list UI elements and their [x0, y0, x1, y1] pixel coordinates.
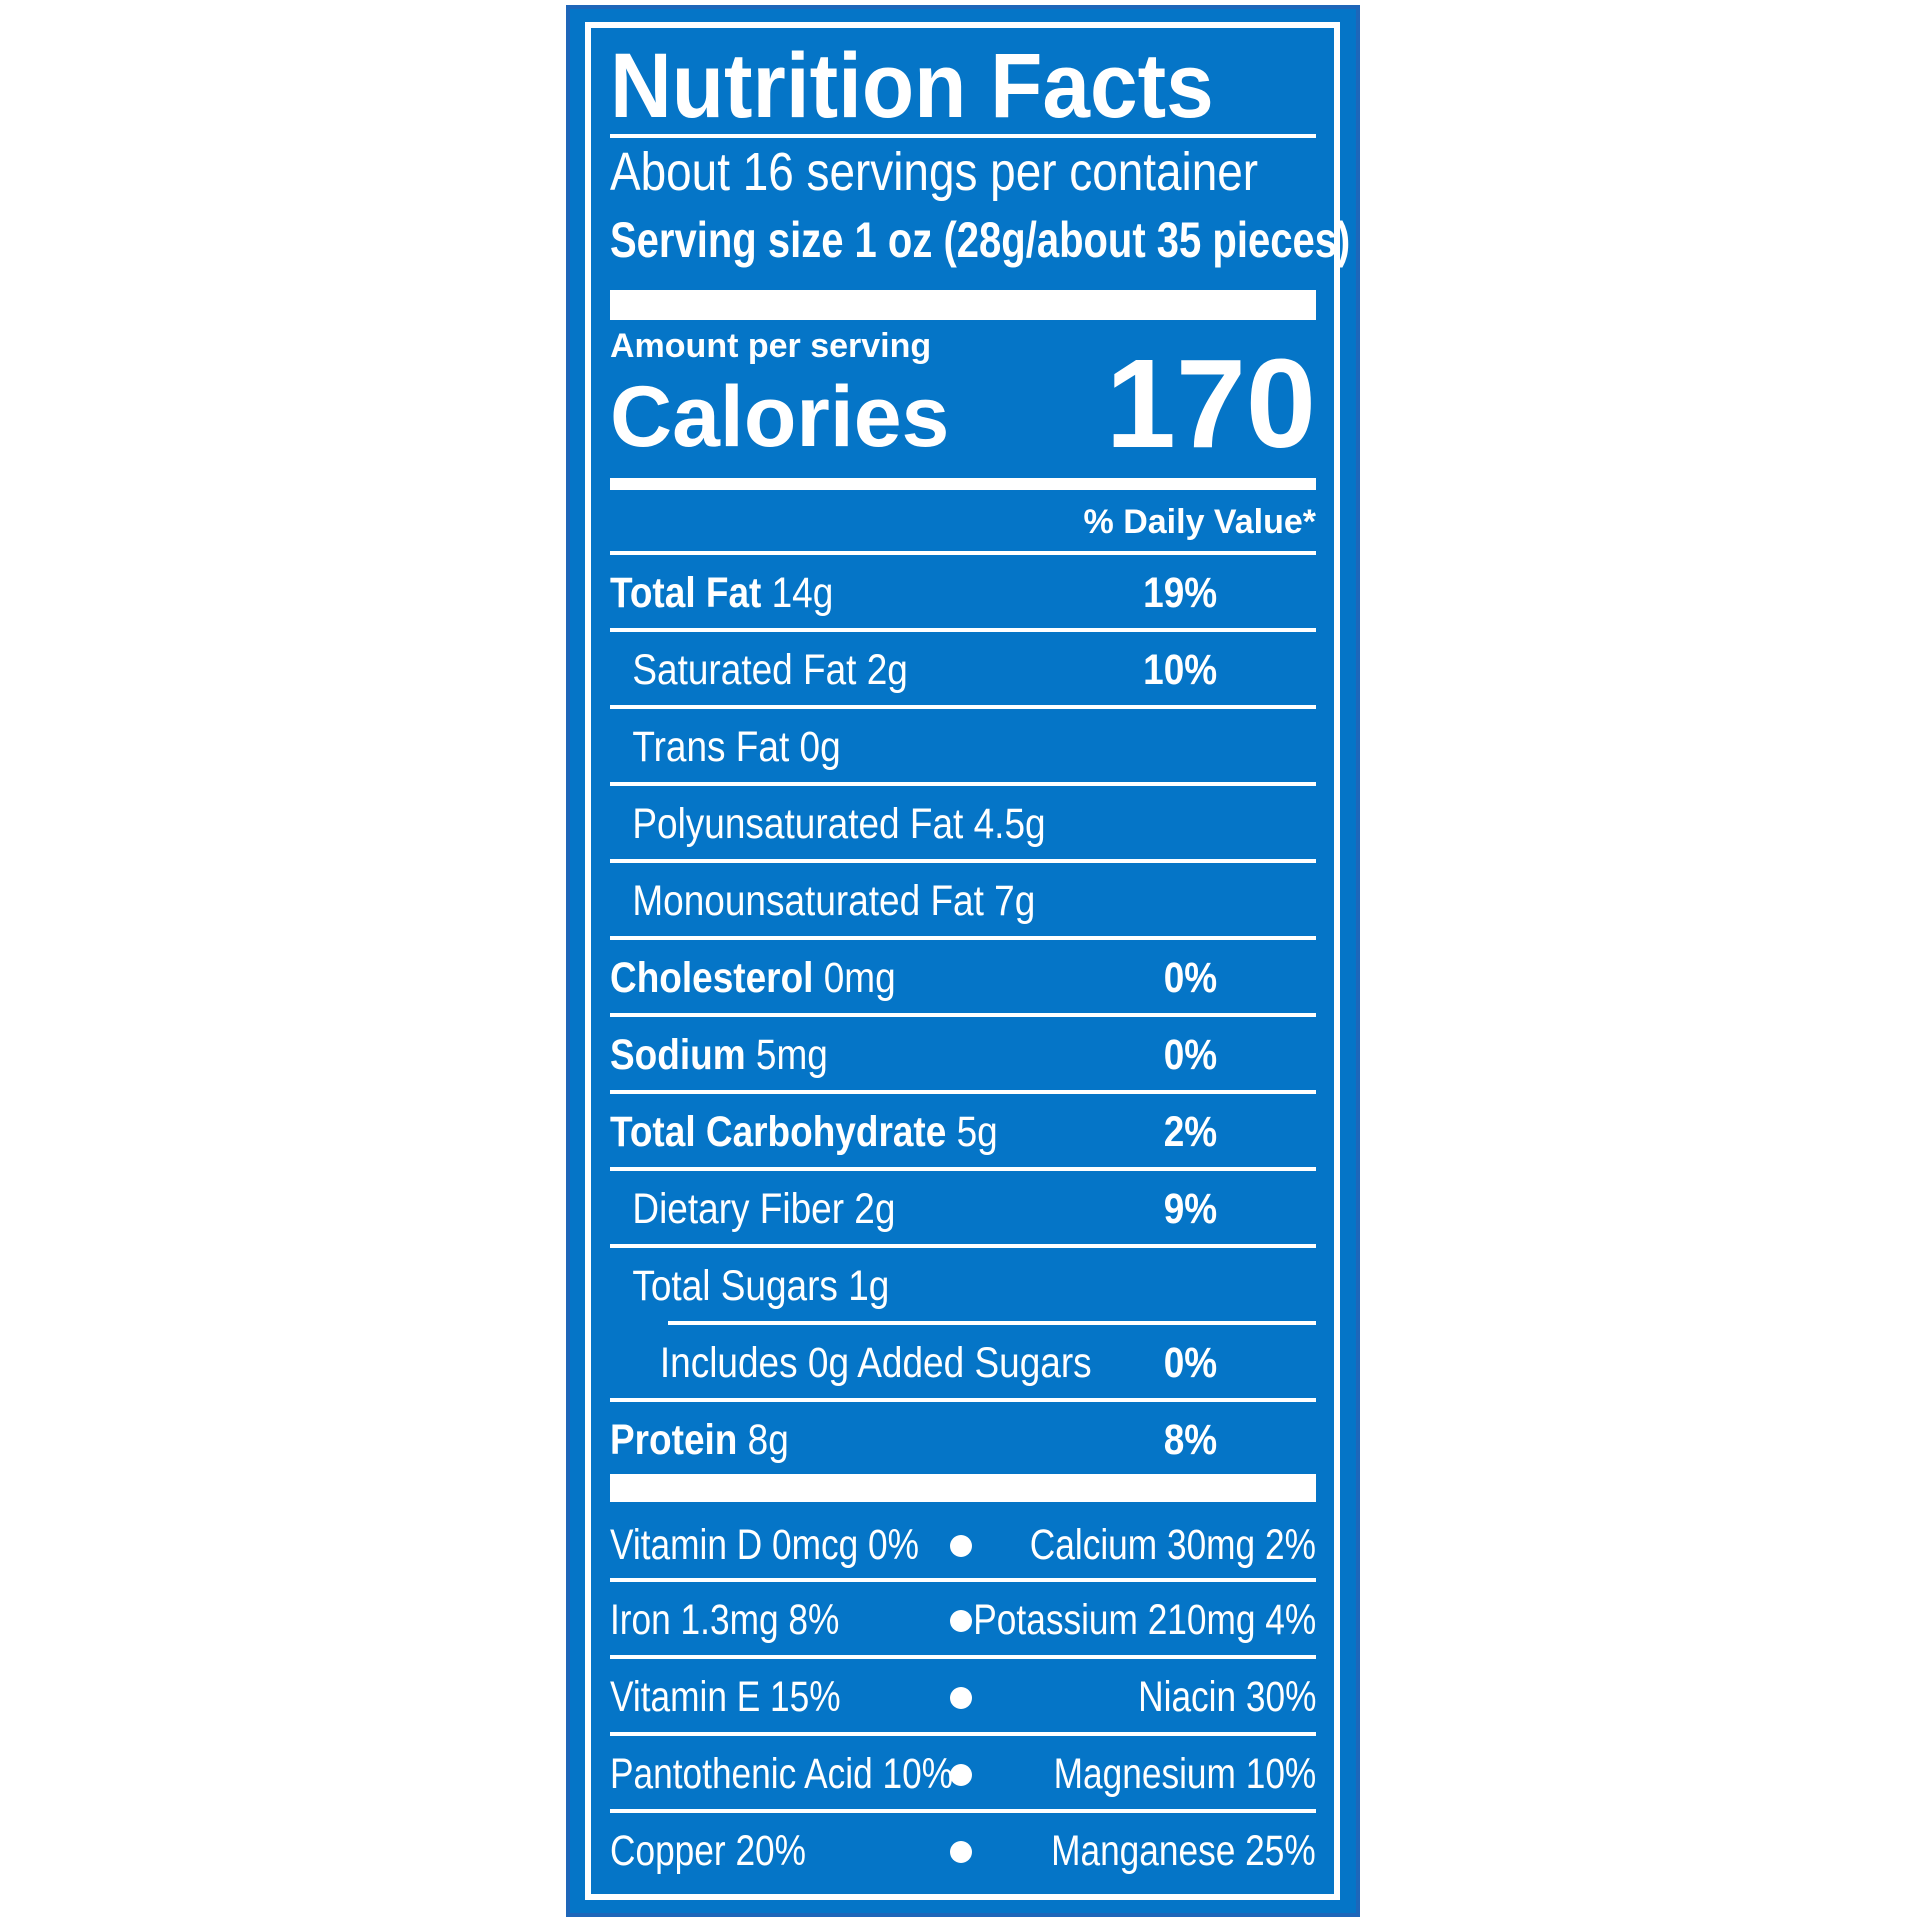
nutrient-name: Dietary Fiber [632, 1184, 845, 1233]
vitamin-row: Iron 1.3mg 8% Potassium 210mg 4% [610, 1582, 1316, 1658]
nutrient-row-trans-fat: Trans Fat 0g [610, 709, 1217, 785]
vitamin-row: Vitamin D 0mcg 0% Calcium 30mg 2% [610, 1507, 1316, 1583]
nutrient-amount: 5mg [755, 1030, 828, 1079]
nutrient-row-protein: Protein 8g 8% [610, 1402, 1217, 1478]
nutrient-dv: 8% [1163, 1415, 1218, 1464]
nutrient-row-sodium: Sodium 5mg 0% [610, 1017, 1217, 1093]
nutrient-dv: 10% [1143, 645, 1218, 694]
vitamin-right: Calcium 30mg 2% [1029, 1521, 1316, 1569]
row-divider [610, 1244, 1316, 1248]
nutrient-name: Total Fat [610, 568, 762, 617]
thick-divider-top [610, 290, 1316, 320]
row-divider [610, 859, 1316, 863]
calories-value: 170 [1105, 333, 1316, 474]
nutrient-amount: 2g [866, 645, 908, 694]
nutrient-dv: 9% [1163, 1184, 1218, 1233]
bullet-icon [950, 1687, 972, 1709]
vitamin-row: Pantothenic Acid 10% Magnesium 10% [610, 1736, 1316, 1812]
nutrient-row-monounsaturated-fat: Monounsaturated Fat 7g [610, 863, 1217, 939]
nutrient-row-added-sugars: Includes 0g Added Sugars 0% [610, 1325, 1217, 1401]
row-divider [610, 1655, 1316, 1659]
nutrition-label-border [585, 22, 1340, 1900]
daily-value-divider [610, 551, 1316, 555]
nutrient-row-total-fat: Total Fat 14g 19% [610, 555, 1217, 631]
vitamin-left: Vitamin D 0mcg 0% [610, 1521, 919, 1569]
row-divider [610, 782, 1316, 786]
vitamin-left: Iron 1.3mg 8% [610, 1596, 840, 1644]
row-divider [610, 1090, 1316, 1094]
calories-label: Calories [610, 369, 950, 465]
nutrient-amount: 0g [799, 722, 841, 771]
nutrient-dv: 0% [1163, 953, 1218, 1002]
nutrient-row-total-sugars: Total Sugars 1g [610, 1248, 1217, 1324]
row-divider [610, 1167, 1316, 1171]
nutrient-row-cholesterol: Cholesterol 0mg 0% [610, 940, 1217, 1016]
vitamin-row: Vitamin E 15% Niacin 30% [610, 1659, 1316, 1735]
bullet-icon [950, 1764, 972, 1786]
vitamin-left: Vitamin E 15% [610, 1673, 841, 1721]
nutrient-row-dietary-fiber: Dietary Fiber 2g 9% [610, 1171, 1217, 1247]
nutrient-amount: 1g [848, 1261, 890, 1310]
serving-size: Serving size 1 oz (28g/about 35 pieces) [610, 212, 1351, 268]
title-divider [610, 134, 1316, 138]
nutrient-amount: 0mg [823, 953, 896, 1002]
thick-divider-bottom [610, 1474, 1316, 1502]
vitamin-left: Copper 20% [610, 1827, 807, 1875]
medium-divider [610, 478, 1316, 490]
amount-per-serving: Amount per serving [610, 327, 932, 365]
vitamin-row: Copper 20% Manganese 25% [610, 1813, 1316, 1889]
nutrient-row-saturated-fat: Saturated Fat 2g 10% [610, 632, 1217, 708]
nutrient-row-polyunsaturated-fat: Polyunsaturated Fat 4.5g [610, 786, 1217, 862]
nutrient-name: Includes 0g Added Sugars [659, 1338, 1092, 1387]
servings-per-container: About 16 servings per container [610, 142, 1259, 202]
row-divider [610, 1809, 1316, 1813]
row-divider [610, 1578, 1316, 1582]
nutrient-name: Saturated Fat [632, 645, 857, 694]
nutrition-label-panel [566, 5, 1360, 1917]
nutrient-amount: 5g [956, 1107, 998, 1156]
vitamin-right: Magnesium 10% [1053, 1750, 1316, 1798]
nutrient-name: Protein [610, 1415, 738, 1464]
nutrient-dv: 0% [1163, 1030, 1218, 1079]
vitamin-right: Potassium 210mg 4% [973, 1596, 1316, 1644]
nutrient-dv: 19% [1143, 568, 1218, 617]
page-title: Nutrition Facts [610, 35, 1214, 137]
bullet-icon [950, 1841, 972, 1863]
nutrient-dv: 0% [1163, 1338, 1218, 1387]
row-divider [610, 1013, 1316, 1017]
vitamin-right: Manganese 25% [1051, 1827, 1316, 1875]
nutrient-amount: 7g [994, 876, 1036, 925]
row-divider-indented [668, 1321, 1316, 1325]
nutrient-dv: 2% [1163, 1107, 1218, 1156]
nutrient-name: Monounsaturated Fat [632, 876, 984, 925]
nutrient-name: Trans Fat [632, 722, 790, 771]
nutrient-amount: 4.5g [973, 799, 1046, 848]
nutrient-amount: 8g [747, 1415, 789, 1464]
vitamin-right: Niacin 30% [1137, 1673, 1316, 1721]
row-divider [610, 628, 1316, 632]
row-divider [610, 1398, 1316, 1402]
nutrient-name: Polyunsaturated Fat [632, 799, 964, 848]
nutrient-name: Cholesterol [610, 953, 814, 1002]
bullet-icon [950, 1535, 972, 1557]
nutrient-amount: 14g [771, 568, 834, 617]
nutrient-row-total-carbohydrate: Total Carbohydrate 5g 2% [610, 1094, 1217, 1170]
nutrient-name: Total Sugars [632, 1261, 838, 1310]
row-divider [610, 936, 1316, 940]
vitamin-left: Pantothenic Acid 10% [610, 1750, 954, 1798]
row-divider [610, 1732, 1316, 1736]
daily-value-header: % Daily Value* [1083, 503, 1316, 541]
row-divider [610, 705, 1316, 709]
nutrient-amount: 2g [854, 1184, 896, 1233]
nutrient-name: Total Carbohydrate [610, 1107, 947, 1156]
nutrient-name: Sodium [610, 1030, 746, 1079]
bullet-icon [950, 1610, 972, 1632]
